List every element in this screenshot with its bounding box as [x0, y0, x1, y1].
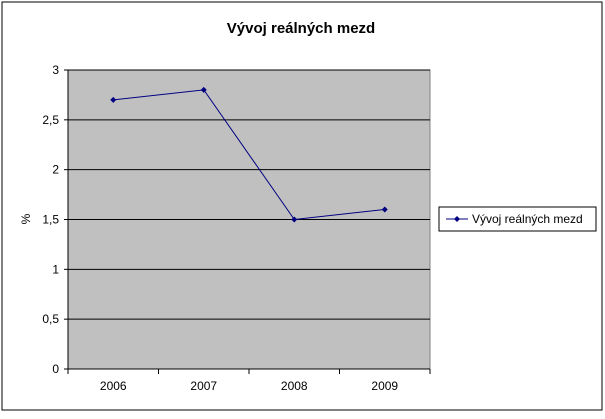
data-point: [200, 86, 207, 93]
gridlines: [68, 69, 430, 320]
data-point: [381, 206, 388, 213]
y-tick-label: 2: [52, 163, 59, 177]
x-tick-label: 2009: [371, 379, 398, 393]
data-point: [110, 96, 117, 103]
y-tick-label: 1: [52, 262, 59, 276]
series-layer: [110, 86, 388, 223]
y-axis-label: %: [19, 213, 33, 224]
y-tick-label: 0: [52, 362, 59, 376]
y-tick-label: 2,5: [42, 113, 59, 127]
x-tick-label: 2007: [190, 379, 217, 393]
chart-title: Vývoj reálných mezd: [227, 20, 375, 37]
data-point: [291, 216, 298, 223]
axes: [64, 69, 431, 374]
legend: Vývoj reálných mezd: [438, 206, 597, 232]
y-tick-label: 0,5: [42, 312, 59, 326]
legend-label: Vývoj reálných mezd: [472, 212, 583, 226]
series-line: [113, 89, 385, 221]
tick-labels: 0 0,5 1 1,5 2 2,5 3 2006 2007 2008 2009: [42, 63, 398, 393]
x-tick-label: 2006: [100, 379, 127, 393]
y-tick-label: 1,5: [42, 213, 59, 227]
y-tick-label: 3: [52, 63, 59, 77]
legend-point-marker: [454, 216, 460, 222]
x-tick-label: 2008: [281, 379, 308, 393]
